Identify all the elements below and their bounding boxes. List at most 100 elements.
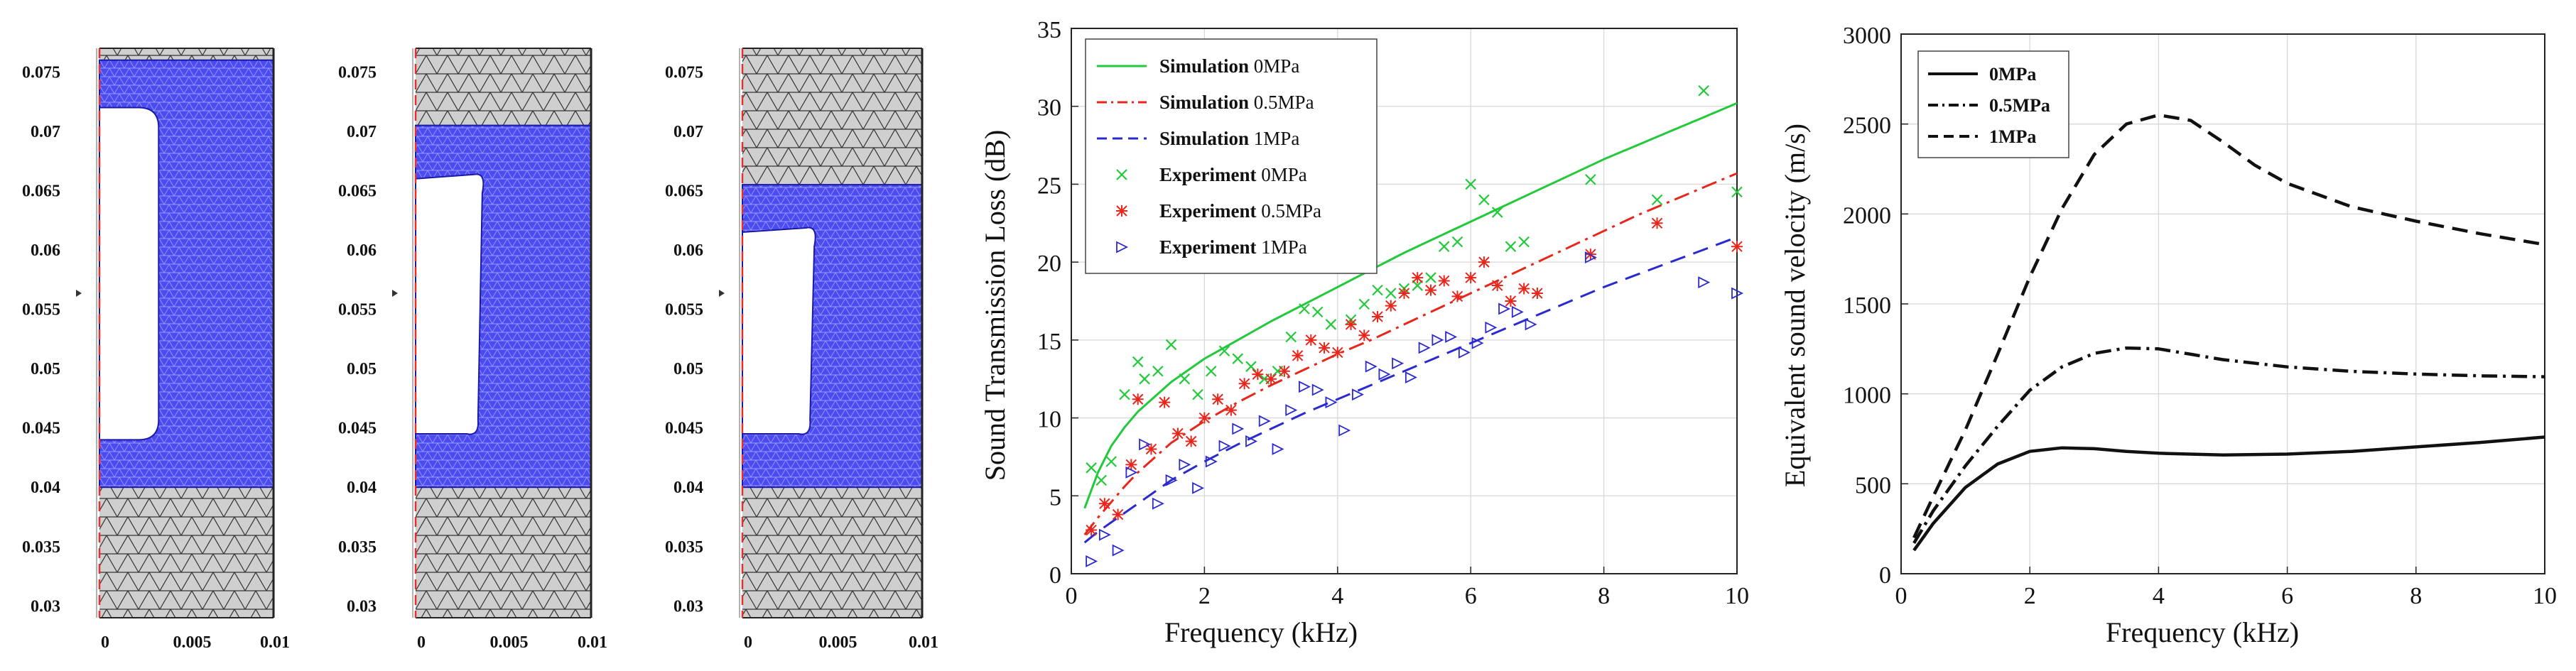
stl-data-point	[1392, 357, 1405, 370]
stl-data-point	[1086, 462, 1097, 474]
stl-data-point	[1098, 498, 1110, 510]
mesh-x-tick-label: 0.01	[578, 633, 607, 652]
stl-data-point	[1292, 349, 1304, 361]
x-tick-label: 2	[2024, 583, 2036, 609]
stl-data-point	[1358, 298, 1370, 310]
side-marker	[76, 290, 82, 297]
stl-data-point	[1471, 337, 1484, 349]
mesh-x-tick-label: 0	[417, 633, 426, 652]
stl-data-point	[1165, 339, 1177, 351]
stl-legend-label-bold: Simulation	[1159, 128, 1249, 149]
y-tick-label: 35	[1037, 17, 1061, 43]
plot-frame	[1900, 33, 2545, 574]
stl-data-point	[1198, 412, 1211, 424]
stl-x-axis-label: Frequency (kHz)	[1164, 616, 1358, 648]
x-tick-label: 0	[1895, 583, 1907, 609]
stl-data-point	[1478, 256, 1490, 268]
stl-data-point	[1205, 365, 1217, 377]
stl-legend-label-bold: Experiment	[1159, 200, 1256, 222]
stl-data-point	[1125, 459, 1137, 471]
stl-data-point	[1192, 388, 1203, 400]
stl-legend-box	[1085, 38, 1378, 274]
stl-legend-swatch	[1116, 205, 1127, 217]
stl-data-point	[1412, 280, 1424, 291]
stl-data-point	[1132, 393, 1144, 405]
stl-data-point	[1112, 508, 1124, 520]
mesh-y-tick-label: 0.07	[673, 123, 703, 141]
stl-data-point	[1424, 284, 1436, 296]
stl-data-point	[1225, 404, 1237, 416]
stl-data-point	[1378, 368, 1391, 381]
stl-data-point	[1491, 280, 1503, 292]
y-tick-label: 15	[1037, 329, 1061, 355]
mesh-y-tick-label: 0.055	[338, 301, 377, 320]
stl-data-point	[1505, 241, 1517, 252]
stl-data-point	[1372, 284, 1383, 296]
stl-data-point	[1218, 345, 1230, 356]
stl-data-point	[1212, 393, 1224, 405]
air-region-bottom	[742, 487, 922, 618]
stl-data-point	[1478, 194, 1490, 206]
stl-data-point	[1432, 334, 1444, 347]
stl-data-point	[1278, 365, 1290, 377]
stl-data-point	[1232, 353, 1244, 364]
mesh-x-tick-label: 0.005	[819, 633, 857, 652]
mesh-y-tick-label: 0.065	[338, 182, 377, 201]
velocity-series-line	[1912, 346, 2545, 545]
mesh-y-tick-label: 0.06	[31, 241, 60, 260]
mesh-y-tick-label: 0.04	[347, 479, 377, 497]
y-tick-label: 0	[1879, 562, 1891, 589]
stl-data-point	[1451, 290, 1463, 302]
mesh-y-tick-label: 0.045	[22, 420, 60, 438]
stl-data-point	[1098, 528, 1111, 541]
y-tick-label: 5	[1049, 484, 1061, 511]
mesh-y-tick-label: 0.07	[347, 123, 377, 141]
stl-data-point	[1412, 272, 1424, 284]
x-tick-label: 10	[2533, 583, 2557, 609]
velocity-legend-label: 0.5MPa	[1989, 95, 2050, 116]
x-tick-label: 4	[1331, 583, 1343, 609]
y-tick-label: 1000	[1843, 383, 1891, 409]
stl-data-point	[1398, 288, 1410, 300]
mesh-y-tick-label: 0.05	[347, 360, 377, 378]
mesh-y-tick-label: 0.075	[665, 63, 703, 82]
stl-data-point	[1438, 275, 1450, 287]
stl-data-point	[1086, 524, 1098, 536]
stl-data-point	[1325, 396, 1338, 409]
stl-data-point	[1125, 466, 1138, 479]
mesh-y-tick-label: 0.05	[31, 360, 60, 378]
stl-data-point	[1139, 373, 1150, 385]
stl-legend-swatch	[1116, 169, 1127, 180]
cavity-region	[742, 227, 816, 435]
stl-legend-label-rest: 0.5MPa	[1256, 200, 1321, 222]
stl-data-point	[1171, 427, 1184, 440]
mesh-y-tick-label: 0.04	[673, 479, 703, 497]
stl-data-point	[1139, 438, 1152, 451]
mesh-panel-1mpa: 0.075 0.07 0.065 0.06 0.055 0.05 0.045 0.04 0.03…	[665, 48, 938, 652]
stl-legend-label: Experiment 0MPa	[1159, 164, 1307, 185]
stl-data-point	[1152, 497, 1164, 510]
mesh-y-tick-label: 0.045	[338, 420, 377, 438]
stl-data-point	[1165, 474, 1178, 486]
stl-data-point	[1105, 456, 1117, 467]
stl-legend-label: Simulation 0MPa	[1159, 55, 1299, 77]
stl-data-point	[1511, 305, 1524, 318]
side-marker	[719, 290, 725, 297]
stl-data-point	[1159, 396, 1171, 408]
stl-data-point	[1531, 288, 1543, 300]
stl-data-point	[1192, 481, 1205, 494]
mesh-y-tick-label: 0.035	[338, 538, 377, 557]
stl-data-point	[1385, 288, 1397, 299]
x-tick-label: 6	[2281, 583, 2293, 609]
stl-data-point	[1311, 383, 1324, 396]
stl-legend-label-rest: 1MPa	[1249, 128, 1299, 149]
stl-data-point	[1285, 331, 1297, 343]
mesh-x-tick-label: 0.005	[173, 633, 212, 652]
stl-legend-label-bold: Simulation	[1159, 92, 1249, 113]
y-tick-label: 2000	[1843, 202, 1891, 229]
stl-data-point	[1205, 455, 1218, 468]
stl-data-point	[1179, 373, 1191, 385]
air-region-bottom	[416, 487, 591, 618]
stl-data-point	[1258, 415, 1271, 427]
